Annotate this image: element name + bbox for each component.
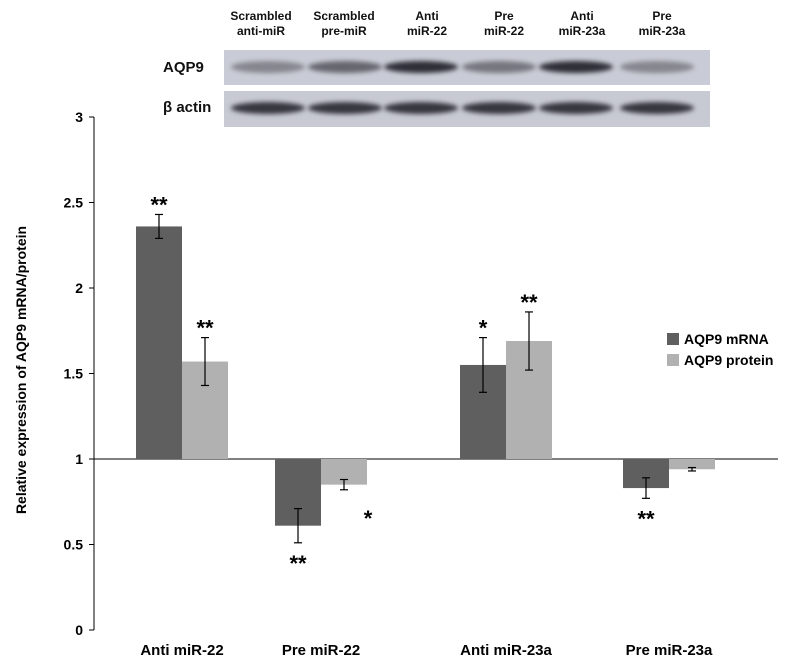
blot-band bbox=[539, 61, 613, 73]
significance-mark: ** bbox=[520, 290, 538, 315]
significance-mark: ** bbox=[289, 551, 307, 576]
lane-header-5: Anti miR-23a bbox=[558, 9, 606, 38]
legend-item-protein: AQP9 protein bbox=[667, 352, 773, 368]
x-category-label: Anti miR-22 bbox=[140, 642, 223, 659]
y-tick-label: 2 bbox=[75, 280, 83, 296]
significance-marks: ************ bbox=[150, 192, 655, 575]
significance-mark: ** bbox=[637, 506, 655, 531]
blot-band bbox=[620, 61, 694, 73]
lane-header-6: Pre miR-23a bbox=[638, 9, 686, 38]
significance-mark: * bbox=[479, 316, 488, 341]
y-tick-label: 1.5 bbox=[64, 366, 84, 382]
significance-mark: ** bbox=[150, 192, 168, 217]
significance-mark: ** bbox=[196, 316, 214, 341]
lane-header-1: Scrambled anti-miR bbox=[230, 9, 292, 38]
x-axis-categories: Anti miR-22 Pre miR-22 Anti miR-23a Pre miR… bbox=[140, 642, 713, 659]
legend-item-mrna: AQP9 mRNA bbox=[667, 331, 769, 347]
blot-band bbox=[308, 102, 382, 114]
actin-blot-strip bbox=[224, 91, 710, 127]
x-category-label: Pre miR-22 bbox=[282, 642, 360, 659]
blot-band bbox=[539, 102, 613, 114]
blot-band bbox=[384, 61, 458, 73]
legend-swatch-protein bbox=[667, 354, 679, 366]
aqp9-blot-strip bbox=[224, 50, 710, 85]
blot-row-label-actin: β actin bbox=[163, 99, 212, 116]
y-axis-ticks: 0 0.5 1 1.5 2 2.5 3 bbox=[64, 109, 94, 638]
bar-protein bbox=[669, 459, 715, 470]
error-bars bbox=[155, 213, 696, 544]
y-tick-label: 0.5 bbox=[64, 537, 84, 553]
blot-band bbox=[620, 102, 694, 114]
bars bbox=[136, 226, 715, 526]
blot-band bbox=[308, 61, 382, 73]
lane-header-4: Pre miR-22 bbox=[483, 9, 524, 38]
y-tick-label: 0 bbox=[75, 622, 83, 638]
blot-band bbox=[231, 61, 305, 73]
x-category-label: Anti miR-23a bbox=[460, 642, 552, 659]
legend-swatch-mrna bbox=[667, 333, 679, 345]
lane-header-3: Anti miR-22 bbox=[406, 9, 447, 38]
lane-header-2: Scrambled pre-miR bbox=[313, 9, 375, 38]
blot-row-label-aqp9: AQP9 bbox=[163, 59, 204, 76]
y-tick-label: 2.5 bbox=[64, 195, 84, 211]
blot-band bbox=[462, 102, 536, 114]
y-tick-label: 1 bbox=[75, 451, 83, 467]
y-tick-label: 3 bbox=[75, 109, 83, 125]
significance-mark: * bbox=[364, 506, 373, 531]
bar-mrna bbox=[136, 226, 182, 459]
blot-band bbox=[384, 102, 458, 114]
blot-band bbox=[462, 61, 536, 73]
x-category-label: Pre miR-23a bbox=[626, 642, 713, 659]
y-axis-label: Relative expression of AQP9 mRNA/protein bbox=[13, 225, 29, 515]
blot-band bbox=[231, 102, 305, 114]
